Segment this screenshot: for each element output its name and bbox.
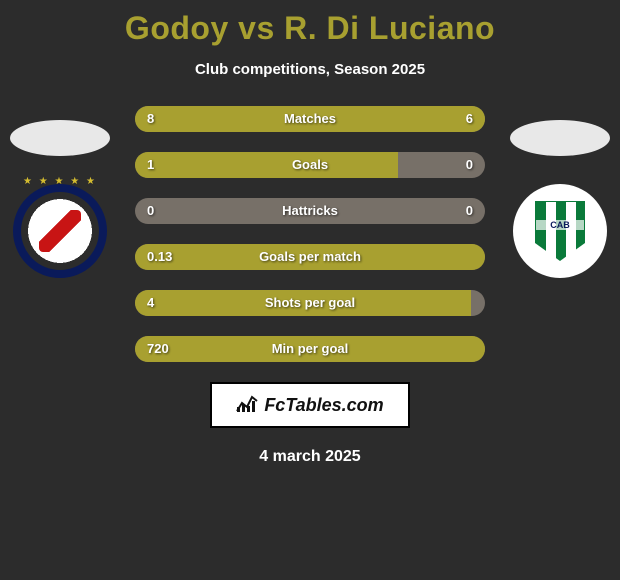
stat-label: Min per goal [135, 336, 485, 362]
stat-label: Goals per match [135, 244, 485, 270]
stat-row: 720Min per goal [135, 336, 485, 362]
player-left-silhouette [10, 120, 110, 156]
branding-text: FcTables.com [264, 395, 383, 416]
comparison-title: Godoy vs R. Di Luciano [0, 0, 620, 47]
stat-row: 0.13Goals per match [135, 244, 485, 270]
stat-row: 4Shots per goal [135, 290, 485, 316]
stat-row: 00Hattricks [135, 198, 485, 224]
stat-row: 10Goals [135, 152, 485, 178]
comparison-bars: 86Matches 10Goals 00Hattricks 0.13Goals per… [135, 106, 485, 362]
comparison-date: 4 march 2025 [0, 448, 620, 466]
player-right-slot [510, 120, 610, 278]
branding-box: FcTables.com [210, 382, 410, 428]
stat-label: Matches [135, 106, 485, 132]
player-left-slot: ★ ★ ★ ★ ★ [10, 120, 110, 278]
stat-row: 86Matches [135, 106, 485, 132]
stat-label: Shots per goal [135, 290, 485, 316]
comparison-subtitle: Club competitions, Season 2025 [0, 61, 620, 78]
crest-left: ★ ★ ★ ★ ★ [13, 184, 107, 278]
stat-label: Goals [135, 152, 485, 178]
chart-icon [236, 393, 258, 418]
player-right-silhouette [510, 120, 610, 156]
crest-right [513, 184, 607, 278]
stat-label: Hattricks [135, 198, 485, 224]
